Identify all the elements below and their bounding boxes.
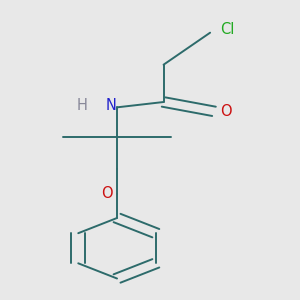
Text: O: O xyxy=(220,104,231,119)
Text: O: O xyxy=(101,186,112,201)
Text: Cl: Cl xyxy=(220,22,234,37)
Text: N: N xyxy=(105,98,116,113)
Text: H: H xyxy=(77,98,88,113)
